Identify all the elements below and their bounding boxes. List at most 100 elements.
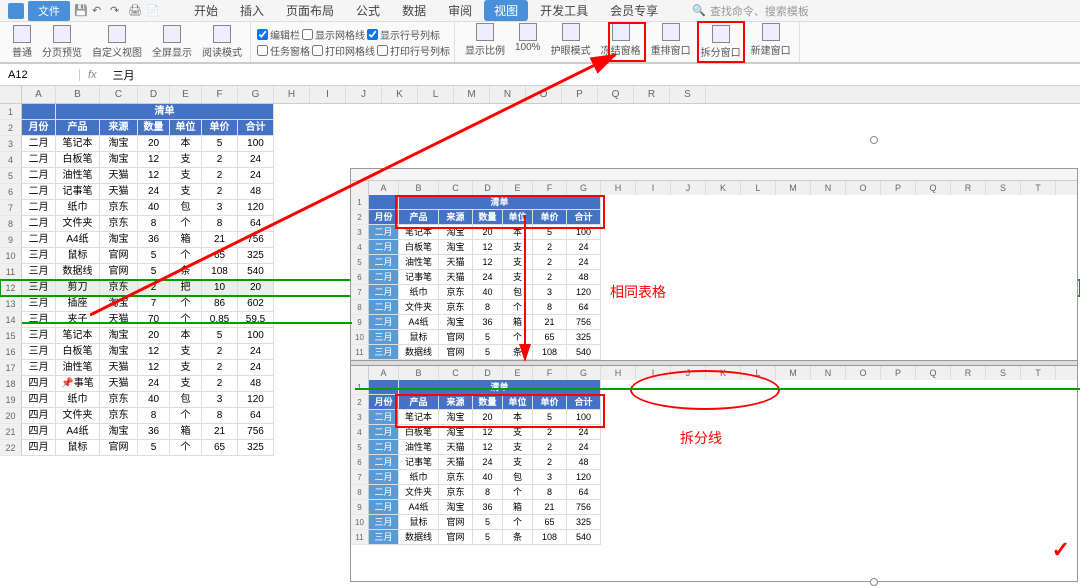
table-row[interactable]: 11三月数据线官网5条108540 (351, 530, 1077, 545)
col-header[interactable]: A (369, 181, 399, 195)
chk-taskpane[interactable]: 任务窗格 (257, 43, 310, 58)
table-row[interactable]: 4二月白板笔淘宝12支224 (0, 152, 1080, 168)
table-row[interactable]: 6二月记事笔天猫24支248 (351, 270, 1077, 285)
table-row[interactable]: 3二月笔记本淘宝20本5100 (351, 410, 1077, 425)
col-header[interactable]: L (741, 181, 776, 195)
col-header[interactable]: B (56, 86, 100, 103)
col-header[interactable]: J (671, 181, 706, 195)
table-row[interactable]: 4二月白板笔淘宝12支224 (351, 425, 1077, 440)
table-row[interactable]: 8二月文件夹京东8个864 (351, 485, 1077, 500)
ribbon-btn-全屏显示[interactable]: 全屏显示 (148, 23, 196, 61)
qat-preview-icon[interactable]: 📄 (146, 4, 160, 18)
col-header[interactable]: H (601, 181, 636, 195)
col-header[interactable]: Q (916, 181, 951, 195)
col-header[interactable]: H (274, 86, 310, 103)
tab-3[interactable]: 公式 (346, 0, 390, 21)
col-header[interactable]: E (170, 86, 202, 103)
col-header[interactable]: D (138, 86, 170, 103)
col-header[interactable]: F (202, 86, 238, 103)
formula-content[interactable]: 三月 (105, 67, 143, 83)
ribbon-btn-重排窗口[interactable]: 重排窗口 (647, 21, 695, 63)
col-header[interactable]: G (567, 366, 601, 380)
col-header[interactable]: R (634, 86, 670, 103)
table-row[interactable]: 9二月A4纸淘宝36箱21756 (351, 500, 1077, 515)
col-header[interactable]: P (881, 181, 916, 195)
ribbon-btn-拆分窗口[interactable]: 拆分窗口 (697, 21, 745, 63)
search-box[interactable]: 🔍 查找命令、搜索模板 (692, 3, 809, 19)
col-header[interactable]: I (636, 366, 671, 380)
chk-headings[interactable]: 显示行号列标 (367, 27, 440, 42)
ribbon-btn-分页预览[interactable]: 分页预览 (38, 23, 86, 61)
chk-print-headings[interactable]: 打印行号列标 (377, 43, 450, 58)
table-row[interactable]: 3二月笔记本淘宝20本5100 (0, 136, 1080, 152)
col-header[interactable]: J (671, 366, 706, 380)
tab-5[interactable]: 审阅 (438, 0, 482, 21)
table-row[interactable]: 3二月笔记本淘宝20本5100 (351, 225, 1077, 240)
tab-7[interactable]: 开发工具 (530, 0, 598, 21)
tab-0[interactable]: 开始 (184, 0, 228, 21)
tab-4[interactable]: 数据 (392, 0, 436, 21)
resize-handle[interactable] (870, 136, 878, 144)
col-header[interactable]: B (399, 366, 439, 380)
col-header[interactable]: N (811, 366, 846, 380)
split-pane-bottom[interactable]: 1清单2月份产品来源数量单位单价合计3二月笔记本淘宝20本51004二月白板笔淘… (351, 380, 1077, 545)
qat-undo-icon[interactable]: ↶ (92, 4, 106, 18)
table-row[interactable]: 11三月数据线官网5条108540 (351, 345, 1077, 360)
col-header[interactable]: M (776, 181, 811, 195)
col-header[interactable]: S (670, 86, 706, 103)
file-menu[interactable]: 文件 (28, 1, 70, 21)
col-header[interactable]: N (490, 86, 526, 103)
ribbon-btn-自定义视图[interactable]: 自定义视图 (88, 23, 146, 61)
chk-print-grid[interactable]: 打印网格线 (312, 43, 375, 58)
table-row[interactable]: 10三月鼠标官网5个65325 (351, 515, 1077, 530)
col-header[interactable]: B (399, 181, 439, 195)
col-header[interactable]: L (418, 86, 454, 103)
col-header[interactable]: Q (598, 86, 634, 103)
col-header[interactable]: E (503, 366, 533, 380)
ribbon-btn-显示比例[interactable]: 显示比例 (461, 21, 509, 63)
col-header[interactable]: K (382, 86, 418, 103)
col-header[interactable]: D (473, 181, 503, 195)
col-header[interactable]: K (706, 366, 741, 380)
tab-2[interactable]: 页面布局 (276, 0, 344, 21)
qat-redo-icon[interactable]: ↷ (110, 4, 124, 18)
tab-6[interactable]: 视图 (484, 0, 528, 21)
col-header[interactable]: C (100, 86, 138, 103)
col-header[interactable]: T (1021, 181, 1056, 195)
table-row[interactable]: 5二月油性笔天猫12支224 (351, 255, 1077, 270)
select-all-corner[interactable] (0, 86, 22, 103)
chk-gridlines[interactable]: 显示网格线 (302, 27, 365, 42)
col-header[interactable]: P (562, 86, 598, 103)
table-row[interactable]: 4二月白板笔淘宝12支224 (351, 240, 1077, 255)
tab-8[interactable]: 会员专享 (600, 0, 668, 21)
col-header[interactable]: O (846, 181, 881, 195)
col-header[interactable]: T (1021, 366, 1056, 380)
col-header[interactable]: E (503, 181, 533, 195)
split-pane-top[interactable]: 1清单2月份产品来源数量单位单价合计3二月笔记本淘宝20本51004二月白板笔淘… (351, 195, 1077, 360)
col-header[interactable]: A (22, 86, 56, 103)
col-header[interactable]: R (951, 366, 986, 380)
col-header[interactable]: G (567, 181, 601, 195)
qat-print-icon[interactable]: 🖨 (128, 4, 142, 18)
col-header[interactable]: F (533, 366, 567, 380)
col-header[interactable]: F (533, 181, 567, 195)
col-header[interactable]: H (601, 366, 636, 380)
col-header[interactable]: G (238, 86, 274, 103)
table-row[interactable]: 10三月鼠标官网5个65325 (351, 330, 1077, 345)
table-row[interactable]: 5二月油性笔天猫12支224 (351, 440, 1077, 455)
table-row[interactable]: 9二月A4纸淘宝36箱21756 (351, 315, 1077, 330)
col-header[interactable]: K (706, 181, 741, 195)
table-row[interactable]: 6二月记事笔天猫24支248 (351, 455, 1077, 470)
col-header[interactable]: I (636, 181, 671, 195)
col-header[interactable]: A (369, 366, 399, 380)
col-header[interactable]: N (811, 181, 846, 195)
col-header[interactable]: M (776, 366, 811, 380)
ribbon-btn-新建窗口[interactable]: 新建窗口 (747, 21, 795, 63)
ribbon-btn-100%[interactable]: 100% (511, 21, 545, 63)
ribbon-btn-护眼模式[interactable]: 护眼模式 (547, 21, 595, 63)
ribbon-btn-阅读模式[interactable]: 阅读模式 (198, 23, 246, 61)
ribbon-btn-普通[interactable]: 普通 (8, 23, 36, 61)
table-row[interactable]: 7二月纸巾京东40包3120 (351, 285, 1077, 300)
col-header[interactable]: C (439, 366, 473, 380)
col-header[interactable]: Q (916, 366, 951, 380)
